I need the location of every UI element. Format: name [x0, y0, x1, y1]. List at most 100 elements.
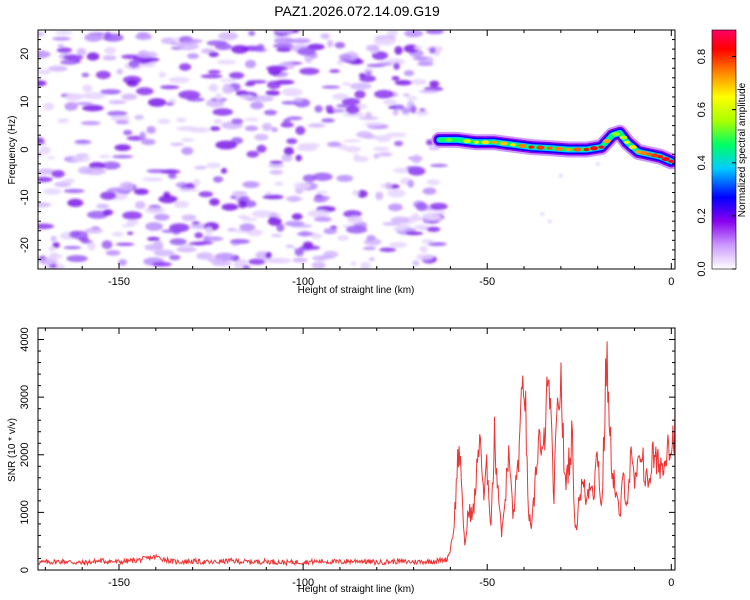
- noise-blob: [421, 239, 434, 244]
- noise-blob: [358, 116, 379, 120]
- noise-blob: [122, 211, 143, 220]
- noise-blob: [382, 222, 401, 226]
- signal-peak: [481, 140, 490, 145]
- noise-blob: [312, 172, 333, 181]
- noise-blob: [196, 252, 214, 260]
- noise-blob: [256, 44, 265, 52]
- noise-blob: [145, 222, 163, 231]
- noise-blob: [242, 181, 260, 189]
- noise-blob: [75, 102, 94, 106]
- noise-blob: [146, 125, 156, 134]
- noise-blob: [127, 231, 134, 235]
- noise-blob: [133, 188, 149, 195]
- noise-blob: [359, 75, 376, 83]
- colorbar-ticks: 0.0 0.2 0.4 0.6 0.8: [696, 49, 736, 277]
- noise-blob: [252, 95, 274, 102]
- noise-blob: [365, 71, 372, 76]
- signal-peak: [628, 145, 637, 150]
- noise-blob: [410, 79, 427, 85]
- noise-blob: [161, 229, 180, 233]
- noise-blob: [208, 85, 216, 91]
- noise-blob: [116, 68, 123, 75]
- noise-blob: [47, 65, 68, 72]
- noise-blob: [276, 47, 292, 52]
- noise-blob: [179, 63, 192, 71]
- noise-blob: [84, 227, 103, 234]
- noise-blob: [54, 181, 71, 188]
- spectrogram-y-ticks: -20 -10 0 10 20: [19, 29, 675, 270]
- noise-blob: [169, 238, 187, 246]
- noise-blob: [48, 254, 63, 260]
- noise-blob: [176, 117, 187, 123]
- noise-blob: [327, 141, 342, 147]
- noise-blob: [429, 47, 436, 54]
- noise-blob: [200, 74, 223, 79]
- noise-blob: [270, 234, 282, 237]
- y-tick-label: 10: [19, 96, 31, 108]
- noise-blob: [123, 129, 133, 136]
- noise-blob: [368, 257, 375, 262]
- noise-blob: [283, 147, 294, 156]
- noise-blob: [213, 118, 223, 125]
- noise-blob: [43, 102, 54, 111]
- noise-blob: [401, 107, 411, 114]
- noise-blob: [63, 54, 84, 61]
- noise-blob: [101, 240, 113, 250]
- signal-peak: [573, 147, 582, 152]
- noise-blob: [55, 30, 73, 35]
- noise-blob: [158, 195, 178, 204]
- y-tick-label: -20: [19, 237, 31, 253]
- noise-blob: [135, 33, 153, 40]
- noise-blob: [179, 243, 194, 249]
- noise-blob: [406, 96, 418, 101]
- noise-blob: [38, 176, 53, 183]
- noise-blob: [345, 105, 360, 115]
- noise-blob: [411, 154, 422, 164]
- noise-blob: [276, 223, 285, 232]
- noise-blob: [206, 162, 222, 169]
- signal-peak: [536, 145, 545, 150]
- noise-blob: [403, 70, 415, 77]
- spectrogram-y-label: Frequency (Hz): [7, 116, 18, 185]
- noise-blob: [293, 182, 311, 190]
- noise-blob: [286, 116, 303, 121]
- noise-blob: [326, 110, 335, 114]
- colorbar: 0.0 0.2 0.4 0.6 0.8 Normalized spectral ampl…: [696, 29, 748, 277]
- noise-blob: [84, 167, 106, 176]
- signal-peak: [518, 143, 527, 148]
- noise-blob: [80, 121, 101, 126]
- noise-blob: [51, 170, 65, 178]
- noise-blob: [107, 110, 128, 117]
- noise-blob: [387, 189, 406, 198]
- noise-blob: [342, 112, 365, 117]
- signal-peak: [602, 139, 611, 144]
- noise-blob: [365, 44, 380, 52]
- signal-peak: [473, 140, 480, 144]
- snr-y-label: SNR (10 * v/v): [7, 418, 18, 482]
- noise-blob: [354, 155, 369, 163]
- noise-blob: [326, 39, 334, 48]
- noise-blob: [419, 89, 439, 94]
- noise-blob: [402, 93, 410, 97]
- noise-blob: [52, 242, 60, 249]
- x-tick-label: -100: [292, 276, 314, 288]
- noise-blob: [219, 78, 238, 82]
- noise-blob: [38, 80, 47, 87]
- noise-blob: [66, 255, 88, 263]
- noise-blob: [336, 60, 345, 65]
- signal-peak: [590, 146, 598, 151]
- noise-blob: [239, 94, 254, 100]
- noise-blob: [160, 37, 176, 45]
- noise-blob: [115, 242, 135, 246]
- noise-blob: [273, 37, 295, 45]
- noise-blob: [102, 209, 114, 216]
- noise-blob: [100, 191, 117, 200]
- noise-blob: [230, 239, 250, 244]
- noise-blob: [170, 142, 184, 146]
- noise-blob: [303, 241, 313, 248]
- noise-blob: [158, 71, 167, 78]
- snr-y-ticks: 0 1000 2000 3000 4000: [19, 327, 675, 573]
- noise-blob: [269, 160, 283, 165]
- noise-blob: [363, 246, 376, 251]
